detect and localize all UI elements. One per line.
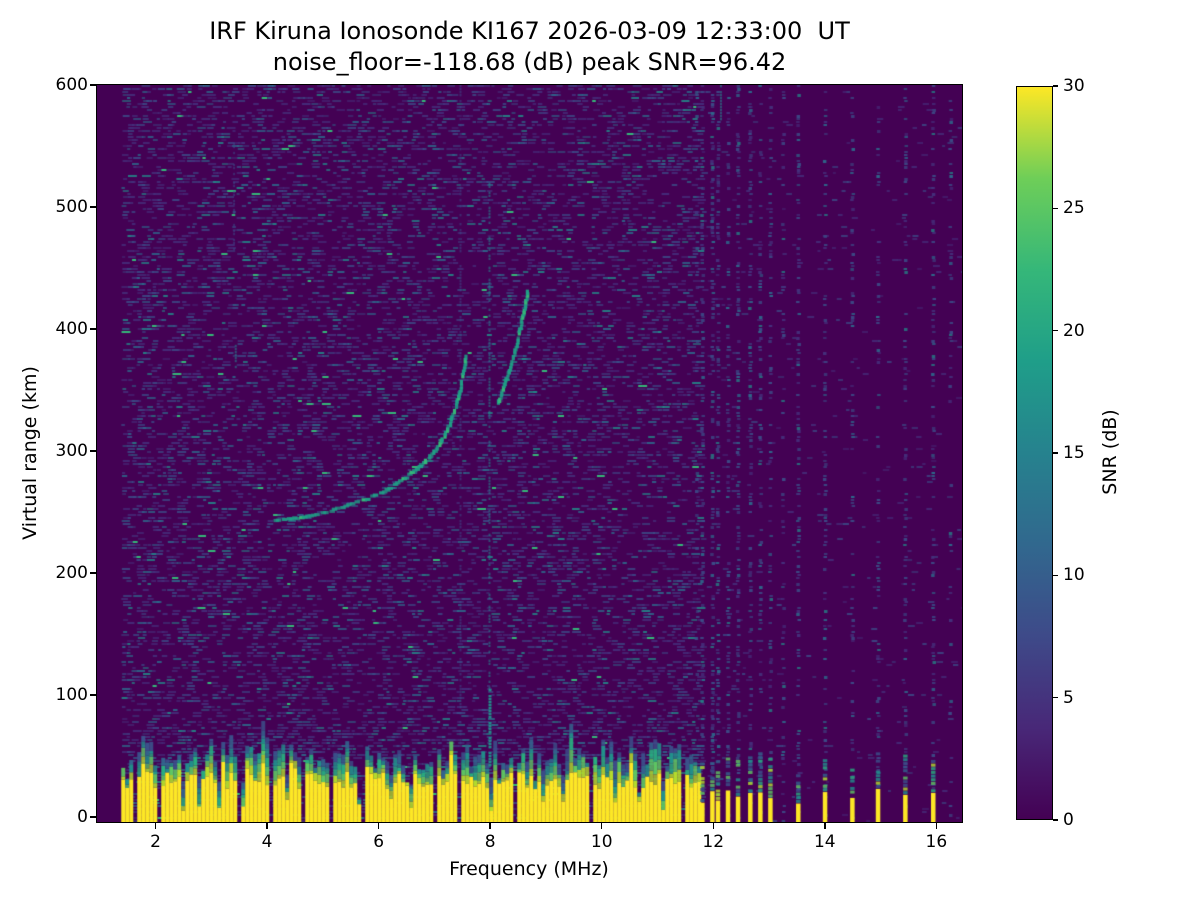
colorbar-tick-label: 5 [1063,687,1074,708]
x-tick-mark [154,823,157,829]
colorbar-tick-mark [1053,207,1058,210]
y-tick-mark [90,572,96,574]
x-tick-label: 16 [925,832,948,852]
ionogram-heatmap [97,85,962,822]
x-tick-mark [266,823,268,829]
x-tick-mark [600,823,603,829]
colorbar-tick-label: 30 [1063,76,1085,96]
x-tick-label: 6 [373,832,385,852]
y-tick-label: 300 [55,441,88,462]
x-tick-mark [824,823,826,829]
y-tick-mark [90,816,96,818]
colorbar-tick-mark [1053,696,1058,699]
y-tick-mark [90,206,96,208]
x-tick-mark [935,823,938,829]
x-tick-mark [377,823,380,829]
x-axis-label: Frequency (MHz) [449,858,609,880]
x-tick-label: 2 [150,832,161,852]
x-tick-mark [489,823,491,829]
plot-title-line2: noise_floor=-118.68 (dB) peak SNR=96.42 [272,48,787,76]
x-tick-label: 10 [590,832,613,852]
y-tick-label: 600 [55,75,88,95]
colorbar-tick-label: 25 [1063,198,1085,219]
x-tick-label: 8 [484,832,496,852]
colorbar-tick-label: 20 [1063,320,1085,341]
x-tick-label: 12 [702,832,725,852]
y-tick-mark [90,328,96,330]
x-tick-label: 4 [261,832,273,852]
colorbar-tick-label: 10 [1063,565,1085,586]
y-tick-mark [90,450,96,452]
colorbar-tick-mark [1053,329,1058,332]
colorbar-tick-label: 15 [1063,443,1085,463]
colorbar-label: SNR (dB) [1099,409,1121,495]
y-tick-mark [90,84,96,86]
y-tick-label: 0 [77,807,88,828]
y-tick-label: 200 [55,563,88,584]
y-axis-label: Virtual range (km) [19,366,41,540]
colorbar-tick-mark [1053,574,1058,577]
colorbar [1016,86,1053,820]
colorbar-tick-mark [1053,85,1058,87]
y-tick-label: 100 [55,685,88,706]
x-tick-label: 14 [813,832,836,852]
y-tick-mark [90,694,96,696]
y-tick-label: 400 [55,319,88,340]
x-tick-mark [712,823,714,829]
plot-title-line1: IRF Kiruna Ionosonde KI167 2026-03-09 12… [209,17,850,45]
colorbar-tick-mark [1053,819,1058,821]
colorbar-tick-label: 0 [1063,810,1074,830]
colorbar-tick-mark [1053,452,1058,454]
plot-area [96,84,963,823]
y-tick-label: 500 [55,197,88,218]
